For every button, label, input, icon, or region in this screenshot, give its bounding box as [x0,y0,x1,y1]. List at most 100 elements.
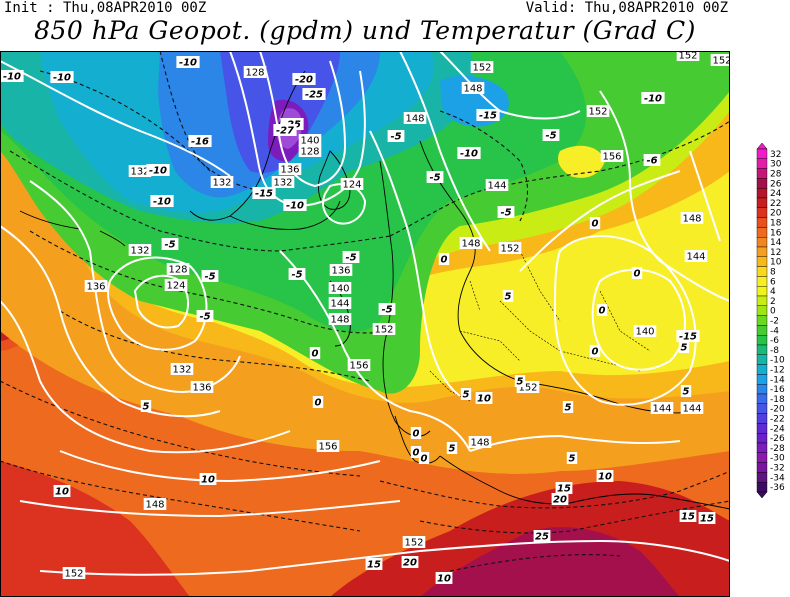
legend-level-label: 10 [770,258,782,268]
temperature-label-box [475,392,493,404]
geopotential-label: 152 [712,56,730,67]
geopotential-label-box [347,359,371,371]
geopotential-label: 136 [331,266,350,277]
geopotential-label-box [680,402,704,414]
temperature-label-box [292,73,316,85]
geopotential-label: 136 [280,165,299,176]
temp-zone-mild-atlantic [0,131,730,474]
legend-swatch [756,472,768,483]
legend-level-label: 22 [770,199,781,209]
legend-level-label: 28 [770,170,782,180]
temperature-label-box [312,396,324,408]
geopotential-label-box [680,212,704,224]
legend-level-label: -24 [770,424,785,434]
legend-swatch [756,227,768,238]
temperature-label-box [161,238,179,250]
geopotential-label-box [170,363,194,375]
temperature-label-box [188,135,212,147]
legend-swatch [756,188,768,199]
temperature-label-box [0,70,24,82]
temperature-label-box [678,341,690,353]
geopotential-label: 124 [166,281,185,292]
legend-swatch [756,442,768,454]
geopotential-label-box [328,313,352,325]
temperature-label-box [555,482,573,494]
legend-swatch [756,158,768,169]
temperature-label: 0 [592,347,599,358]
legend-level-label: 8 [770,268,776,278]
temperature-label-box [252,187,276,199]
legend-level-label: 24 [770,189,782,199]
chart-title: 850 hPa Geopot. (gpdm) und Temperatur (G… [34,16,696,45]
legend-level-label: 26 [770,179,782,189]
geopotential-label-box [468,436,492,448]
geopotential-label: 148 [470,438,489,449]
temperature-label: 15 [367,560,381,571]
legend-swatch [756,246,768,258]
geopotential-label-box [676,51,700,61]
legend-swatch [756,295,768,307]
legend-arrow-bottom [756,491,768,499]
geopotential-label-box [328,282,352,294]
temperature-label: 0 [634,269,641,280]
legend-level-label: 20 [770,209,782,219]
temperature-label: -16 [191,137,209,148]
legend-swatch [756,354,768,365]
geopotential-label-box [372,323,396,335]
legend-level-label: -2 [770,317,779,327]
legend-swatch [756,383,768,395]
geopotential-label-box [316,440,340,452]
temperature-label-box [502,290,514,302]
temperature-label-box [302,88,326,100]
temperature-label: 15 [700,514,714,525]
temperature-label-box [150,195,174,207]
init-time: Init : Thu,08APR2010 00Z [4,0,207,16]
legend-swatch [756,236,768,248]
temperature-label: 0 [413,448,420,459]
legend-swatch [756,207,768,218]
temperature-label-box [410,446,422,458]
geopotential-label: 148 [330,315,349,326]
geopotential-label-box [650,402,674,414]
temperature-labels: -10-10-20-25-25-27-16-10-10-5-15-10-15-1… [0,56,716,585]
legend-level-label: -6 [770,336,779,346]
temperature-label-box [457,147,481,159]
temperature-label-box [679,510,697,522]
temp-zone-yellow-central [80,171,730,388]
legend-swatch [756,334,768,346]
geopotential-label-box [298,145,322,157]
temperature-label: -10 [460,149,478,160]
legend-level-label: 18 [770,219,782,229]
legend-swatch [756,374,768,385]
geopotential-label: 152 [472,63,491,74]
geopotential-label-box [710,54,730,66]
temperature-label-box [365,558,383,570]
temperature-label: 10 [437,574,451,585]
geopotential-label: 140 [300,136,319,147]
temperature-label-box [676,330,700,342]
geopotential-label: 124 [342,180,361,191]
legend-level-label: -30 [770,454,785,464]
geopotential-isolines [0,51,730,576]
legend-swatch [756,168,768,179]
temperature-label-box [542,129,560,141]
geopotential-label: 132 [273,178,292,189]
geopotential-label: 140 [635,327,654,338]
temperature-label: -5 [204,272,215,283]
temperature-label: -5 [345,253,356,264]
legend-level-label: 6 [770,277,776,287]
temperature-label: 0 [312,349,319,360]
temperature-label-box [288,268,306,280]
temperature-label-box [446,442,458,454]
temperature-label-box [418,452,430,464]
geopotential-label-box [84,280,108,292]
legend-level-label: -20 [770,405,785,415]
geopotential-label: 152 [374,325,393,336]
geopotential-label: 144 [652,404,671,415]
legend-swatch [756,266,768,277]
legend-swatch [756,433,768,444]
temperature-label-box [643,154,661,166]
legend-swatch [756,217,768,228]
geopotential-label: 148 [145,500,164,511]
legend-level-label: -8 [770,346,779,356]
